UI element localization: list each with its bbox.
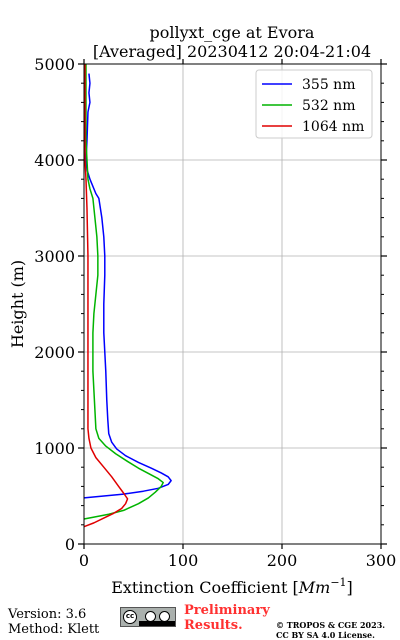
y-axis-label: Height (m) — [8, 260, 27, 348]
y-tick-label-1: 1000 — [34, 439, 75, 458]
y-tick-label-5: 5000 — [34, 55, 75, 74]
legend-label-2: 1064 nm — [302, 119, 364, 135]
copyright-line-2: CC BY SA 4.0 License. — [276, 630, 375, 640]
method-label: Method: Klett — [8, 622, 100, 637]
series-line-2 — [83, 64, 129, 528]
y-tick-label-2: 2000 — [34, 343, 75, 362]
legend-label-1: 532 nm — [302, 98, 355, 114]
x-tick-label-0: 0 — [79, 551, 89, 570]
preliminary-line-2: Results. — [184, 618, 243, 633]
version-label: Version: 3.6 — [8, 607, 87, 622]
copyright-note: © TROPOS & CGE 2023. CC BY SA 4.0 Licens… — [276, 620, 385, 640]
x-tick-label-2: 200 — [267, 551, 298, 570]
y-ticks: 0 1000 2000 3000 4000 5000 — [34, 55, 387, 554]
legend-label-0: 355 nm — [302, 77, 355, 93]
badge-strip — [139, 621, 175, 626]
x-axis-label: Extinction Coefficient [Mm−1] — [111, 576, 353, 597]
y-tick-label-4: 4000 — [34, 151, 75, 170]
grid-lines — [84, 64, 381, 544]
preliminary-results-note: Preliminary Results. — [184, 603, 270, 633]
chart-subtitle: [Averaged] 20230412 20:04-21:04 — [93, 42, 371, 61]
series-lines — [83, 64, 172, 528]
cc-license-badge: cc — [120, 607, 176, 627]
y-tick-label-3: 3000 — [34, 247, 75, 266]
y-tick-label-0: 0 — [65, 535, 75, 554]
minor-ticks — [81, 82, 384, 526]
legend: 355 nm 532 nm 1064 nm — [255, 69, 373, 139]
plot-frame — [83, 63, 382, 545]
preliminary-line-1: Preliminary — [184, 603, 270, 618]
copyright-line-1: © TROPOS & CGE 2023. — [276, 620, 386, 630]
chart-title: pollyxt_cge at Evora — [150, 23, 315, 42]
series-line-1 — [83, 64, 164, 520]
x-tick-label-1: 100 — [168, 551, 199, 570]
x-ticks: 0 100 200 300 — [79, 59, 396, 570]
cc-icon: cc — [123, 610, 137, 624]
x-tick-label-3: 300 — [366, 551, 397, 570]
legend-box — [255, 69, 373, 139]
